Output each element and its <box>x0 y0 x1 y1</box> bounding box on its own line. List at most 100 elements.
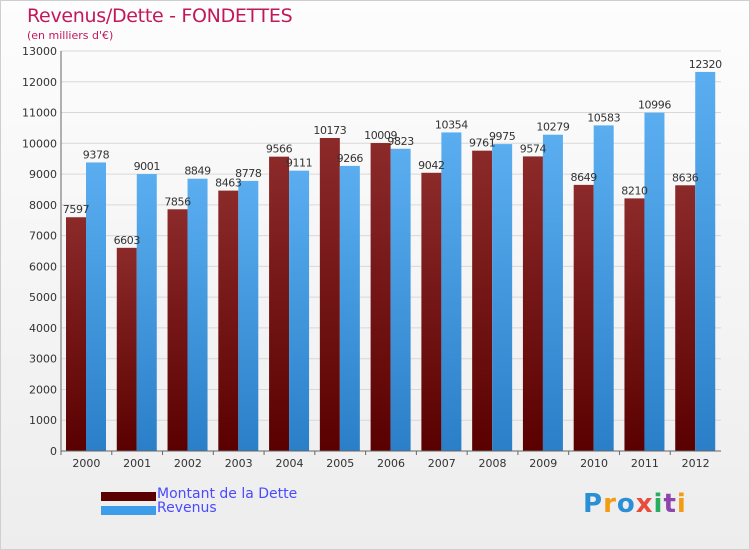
proxiti-logo: Proxiti <box>583 489 687 519</box>
bar-debt <box>624 198 645 451</box>
bar-revenue <box>136 174 157 452</box>
x-tick-label: 2010 <box>580 457 608 470</box>
data-label-debt: 8636 <box>672 171 699 184</box>
data-label-revenue: 10583 <box>587 111 620 124</box>
y-tick-label: 11000 <box>22 107 57 120</box>
data-label-revenue: 9378 <box>83 148 110 161</box>
y-tick-label: 4000 <box>29 322 57 335</box>
data-label-debt: 6603 <box>114 234 141 247</box>
x-tick-label: 2001 <box>123 457 151 470</box>
bar-debt <box>573 184 594 451</box>
bar-revenue <box>187 178 208 451</box>
bar-debt <box>66 217 86 451</box>
logo-letter: i <box>676 489 687 519</box>
y-tick-label: 5000 <box>29 291 57 304</box>
data-label-revenue: 10996 <box>638 99 671 112</box>
legend-swatch-debt <box>101 492 156 501</box>
x-tick-label: 2003 <box>225 457 253 470</box>
legend-label-revenue: Revenus <box>157 500 217 516</box>
bar-revenue <box>390 148 411 451</box>
x-axis-ticks: 2000 2001 2002 2003 2004 2005 2006 2007 2008 2009… <box>72 457 709 470</box>
axes <box>60 51 721 455</box>
data-label-revenue: 8849 <box>184 165 211 178</box>
data-label-revenue: 9111 <box>286 157 312 170</box>
data-label-revenue: 9823 <box>387 135 414 148</box>
bar-debt <box>370 143 391 451</box>
data-label-debt: 10009 <box>364 129 397 142</box>
data-label-revenue: 9975 <box>489 130 516 143</box>
bar-revenue <box>238 180 259 451</box>
bar-debt <box>116 247 137 451</box>
data-label-debt: 9566 <box>266 143 293 156</box>
data-label-debt: 8210 <box>621 184 648 197</box>
x-tick-label: 2006 <box>377 457 405 470</box>
logo-letter: P <box>583 489 604 519</box>
x-tick-label: 2005 <box>326 457 354 470</box>
x-tick-label: 2011 <box>631 457 659 470</box>
bar-debt <box>319 137 340 451</box>
y-tick-label: 2000 <box>29 383 57 396</box>
y-tick-label: 12000 <box>22 76 57 89</box>
data-label-revenue: 9001 <box>134 160 160 173</box>
x-tick-label: 2000 <box>72 457 100 470</box>
data-label-debt: 7597 <box>63 203 90 216</box>
data-label-revenue: 10279 <box>536 121 569 134</box>
bar-revenue <box>695 71 716 451</box>
y-tick-label: 0 <box>50 445 57 458</box>
bar-revenue <box>289 170 310 451</box>
bar-revenue <box>593 125 614 451</box>
logo-letter: t <box>663 489 677 519</box>
chart-title: Revenus/Dette - FONDETTES <box>27 5 293 27</box>
x-tick-label: 2009 <box>529 457 557 470</box>
bar-debt <box>218 190 239 451</box>
data-label-debt: 9574 <box>520 142 547 155</box>
chart-subtitle: (en milliers d'€) <box>27 29 114 42</box>
x-tick-label: 2002 <box>174 457 202 470</box>
logo-letter: o <box>616 489 636 519</box>
data-label-revenue: 8778 <box>235 167 262 180</box>
bar-revenue <box>441 132 462 451</box>
y-tick-label: 6000 <box>29 260 57 273</box>
y-tick-label: 10000 <box>22 137 57 150</box>
y-tick-label: 3000 <box>29 353 57 366</box>
bar-debt <box>421 172 442 452</box>
y-tick-label: 13000 <box>22 45 57 58</box>
x-tick-label: 2012 <box>682 457 710 470</box>
y-tick-label: 1000 <box>29 414 57 427</box>
bar-debt <box>472 150 493 451</box>
data-label-debt: 7856 <box>164 195 191 208</box>
data-label-debt: 9042 <box>418 159 444 172</box>
data-label-debt: 9761 <box>469 137 495 150</box>
data-label-revenue: 12320 <box>689 58 722 71</box>
logo-letter: i <box>653 489 664 519</box>
y-axis-ticks: 0 1000 2000 3000 4000 5000 6000 7000 8000 9000 100… <box>22 45 57 458</box>
bar-debt <box>269 156 290 451</box>
legend-label-debt: Montant de la Dette <box>157 486 298 502</box>
data-label-debt: 10173 <box>313 124 346 137</box>
y-tick-label: 8000 <box>29 199 57 212</box>
bar-debt <box>675 185 696 451</box>
bars <box>66 71 716 452</box>
bar-revenue <box>492 144 513 452</box>
bar-revenue <box>542 134 563 451</box>
bar-revenue <box>86 162 106 451</box>
logo-letter: x <box>635 489 654 519</box>
bar-debt <box>167 209 188 451</box>
logo-letter: r <box>603 489 617 519</box>
x-tick-label: 2008 <box>479 457 507 470</box>
bar-revenue <box>644 112 665 452</box>
data-label-revenue: 9266 <box>337 152 364 165</box>
data-label-debt: 8463 <box>215 177 242 190</box>
data-label-revenue: 10354 <box>435 118 468 131</box>
y-tick-label: 7000 <box>29 230 57 243</box>
y-tick-label: 9000 <box>29 168 57 181</box>
x-tick-label: 2007 <box>428 457 456 470</box>
x-tick-label: 2004 <box>275 457 303 470</box>
data-label-debt: 8649 <box>570 171 597 184</box>
bar-debt <box>522 156 543 451</box>
legend-swatch-revenue <box>101 506 156 515</box>
bar-revenue <box>339 165 360 451</box>
